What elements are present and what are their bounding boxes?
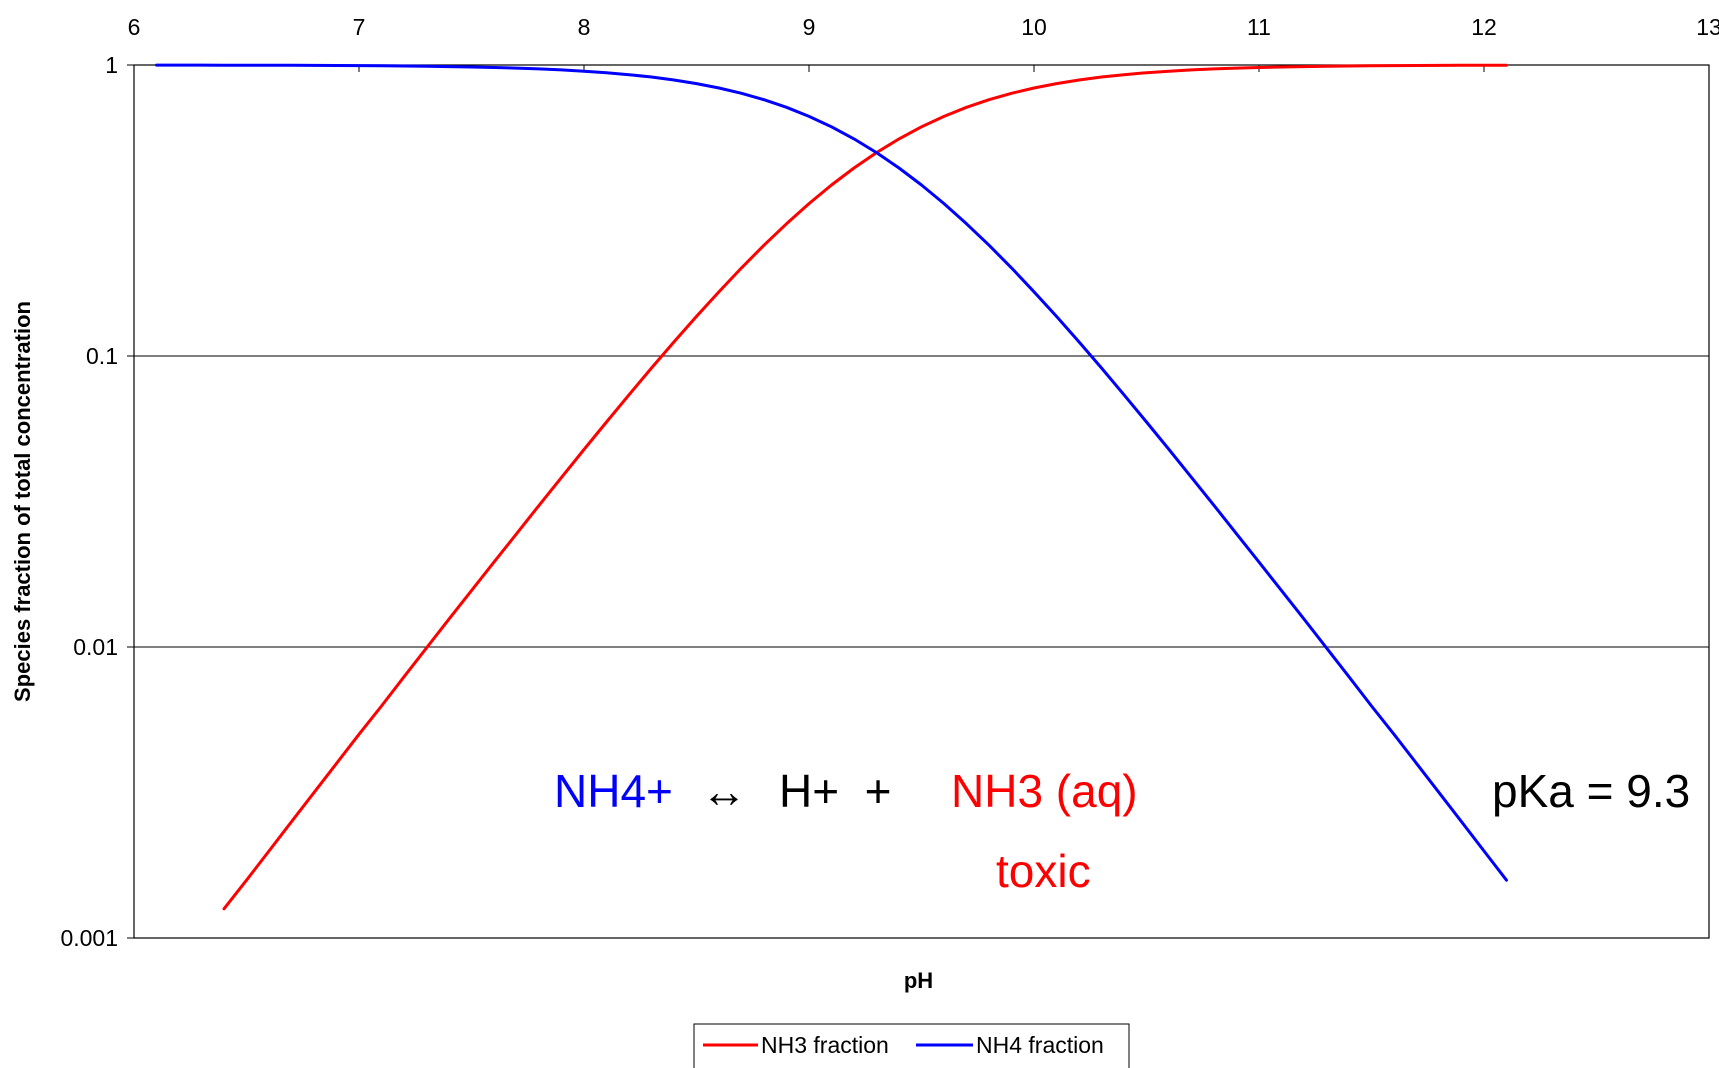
series-line-nh3	[222, 63, 1508, 911]
series-line-nh4	[155, 63, 1508, 882]
x-tick-label: 9	[803, 14, 816, 40]
x-axis-title: pH	[904, 968, 933, 993]
series-lines	[155, 63, 1508, 911]
annotation-proton: H+ +	[779, 765, 892, 817]
annotation-equilibrium-arrow: ↔	[701, 765, 747, 817]
y-tick-label: 0.01	[73, 634, 118, 660]
annotation-toxic: toxic	[996, 845, 1091, 897]
y-axis-title: Species fraction of total concentration	[10, 301, 35, 702]
x-tick-label: 7	[353, 14, 366, 40]
y-tick-label: 0.1	[86, 343, 118, 369]
axis-ticks: 6 7 8 9 10 11 12 13 1 0.1 0.01 0.001	[60, 14, 1719, 951]
x-tick-label: 10	[1021, 14, 1047, 40]
legend-label-nh3: NH3 fraction	[761, 1032, 889, 1058]
gridlines	[134, 64, 1709, 939]
y-tick-label: 0.001	[60, 925, 118, 951]
equation-annotation: NH4+ ↔ H+ + NH3 (aq) toxic pKa = 9.3	[554, 765, 1690, 897]
x-tick-label: 6	[128, 14, 141, 40]
x-tick-label: 12	[1471, 14, 1497, 40]
x-tick-label: 11	[1247, 14, 1271, 40]
x-tick-label: 13	[1696, 14, 1719, 40]
legend-box	[693, 1023, 1130, 1068]
y-tick-label: 1	[105, 52, 118, 78]
annotation-nh3: NH3 (aq)	[951, 765, 1138, 817]
legend: NH3 fraction NH4 fraction	[693, 1023, 1130, 1068]
plot-area-frame	[133, 64, 1710, 939]
legend-label-nh4: NH4 fraction	[976, 1032, 1104, 1058]
x-tick-label: 8	[578, 14, 591, 40]
annotation-nh4: NH4+	[554, 765, 673, 817]
annotation-pka: pKa = 9.3	[1492, 765, 1690, 817]
